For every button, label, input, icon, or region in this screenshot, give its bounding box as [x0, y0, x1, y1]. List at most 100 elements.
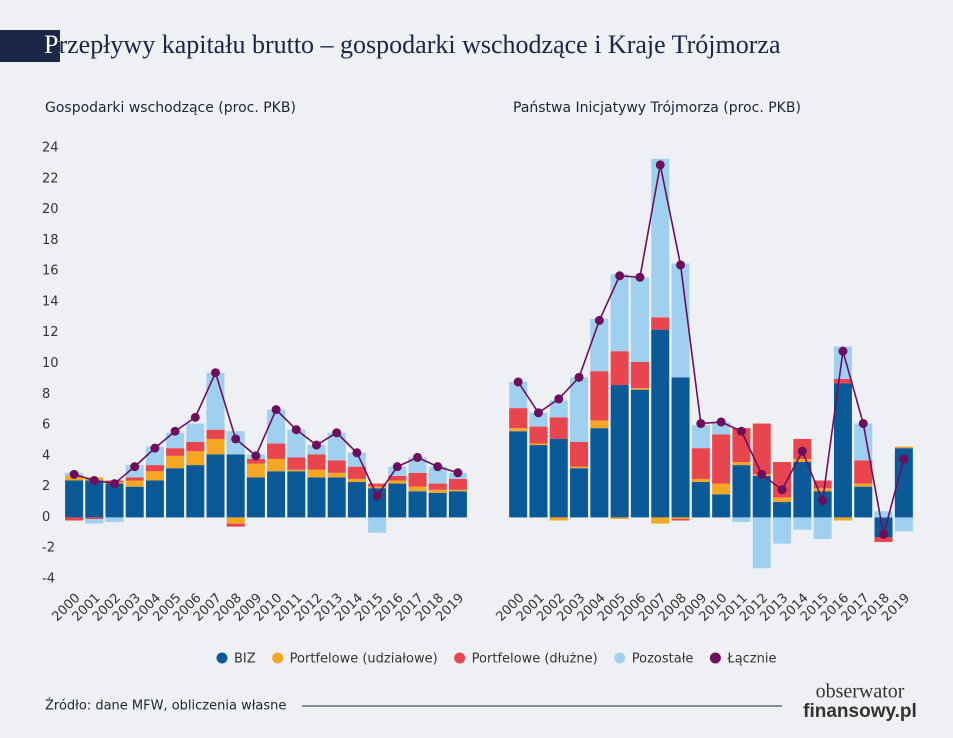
bar-segment — [145, 480, 164, 518]
y-tick-label: 6 — [42, 418, 50, 433]
bar-segment — [327, 460, 346, 473]
bar-segment — [327, 477, 346, 518]
source: Źródło: dane MFW, obliczenia własne — [45, 698, 286, 714]
bar-segment — [570, 466, 589, 469]
bar-segment — [166, 468, 185, 518]
bar-segment — [186, 451, 205, 466]
bar-segment — [854, 486, 873, 518]
legend-label: Portfelowe (dłużne) — [472, 652, 598, 667]
total-point — [676, 260, 686, 270]
bar-segment — [630, 388, 649, 390]
bar-segment — [833, 517, 852, 521]
bar-segment — [529, 443, 548, 446]
bar-segment — [671, 263, 690, 378]
total-point — [190, 412, 200, 422]
bar-segment — [287, 429, 306, 458]
bar-segment — [590, 371, 609, 421]
bar-segment — [368, 517, 387, 533]
legend-label: Pozostałe — [632, 652, 694, 667]
bar-segment — [610, 385, 629, 518]
bar-segment — [854, 460, 873, 484]
total-point — [574, 372, 584, 382]
legend-swatch — [272, 652, 284, 664]
total-point — [392, 462, 402, 472]
bar-segment — [408, 472, 427, 487]
bar-segment — [610, 351, 629, 386]
total-point — [453, 468, 463, 478]
bar-segment — [428, 466, 447, 484]
bar-segment — [691, 478, 710, 483]
bar-segment — [671, 518, 690, 521]
bar-segment — [732, 428, 751, 463]
y-tick-label: 0 — [42, 510, 50, 525]
bar-segment — [408, 457, 427, 473]
bar-segment — [388, 483, 407, 518]
bar-segment — [105, 517, 124, 523]
page-title: Przepływy kapitału brutto – gospodarki w… — [44, 30, 781, 59]
bar-segment — [428, 489, 447, 493]
bar-segment — [529, 412, 548, 427]
total-point — [818, 495, 828, 505]
bar-segment — [267, 409, 286, 444]
bar-segment — [368, 488, 387, 518]
total-point — [533, 408, 543, 418]
bar-segment — [549, 438, 568, 518]
total-point — [797, 446, 807, 456]
bar-segment — [368, 483, 387, 487]
bar-segment — [307, 469, 326, 478]
total-line — [73, 370, 459, 498]
bar-segment — [206, 429, 225, 439]
bar-segment — [773, 497, 792, 503]
logo: obserwator — [816, 681, 905, 703]
y-tick-label: 22 — [42, 171, 59, 186]
bar-segment — [246, 458, 265, 464]
bar-segment — [630, 277, 649, 362]
bar-segment — [833, 378, 852, 384]
bar-segment — [105, 483, 124, 518]
bar-segment — [752, 517, 771, 569]
total-point — [332, 428, 342, 438]
bar-segment — [186, 442, 205, 452]
bar-segment — [610, 517, 629, 519]
total-point — [736, 426, 746, 436]
total-point — [513, 377, 523, 387]
legend-label: Portfelowe (udziałowe) — [290, 652, 438, 667]
total-point — [110, 479, 119, 489]
bar-segment — [691, 448, 710, 479]
bar-segment — [85, 480, 104, 518]
bar-segment — [813, 517, 832, 539]
y-tick-label: 16 — [42, 264, 59, 279]
bar-segment — [186, 465, 205, 518]
legend-swatch — [216, 652, 228, 664]
bar-segment — [125, 486, 144, 518]
y-tick-label: 24 — [42, 141, 59, 156]
total-point — [89, 475, 99, 485]
total-point — [433, 462, 443, 472]
bar-segment — [549, 400, 568, 418]
total-point — [372, 491, 382, 501]
bar-segment — [327, 432, 346, 461]
total-point — [838, 346, 848, 356]
bar-segment — [408, 486, 427, 492]
bar-segment — [327, 472, 346, 478]
bar-segment — [287, 471, 306, 518]
bar-segment — [691, 425, 710, 449]
bar-segment — [854, 483, 873, 487]
bar-segment — [671, 517, 690, 519]
total-point — [594, 315, 604, 325]
bar-segment — [267, 458, 286, 472]
y-tick-label: 18 — [42, 233, 59, 248]
bar-segment — [125, 477, 144, 481]
total-point — [615, 271, 625, 281]
legend-swatch — [454, 652, 466, 664]
bar-segment — [347, 478, 366, 483]
total-point — [150, 443, 160, 453]
bar-segment — [206, 372, 225, 430]
bar-segment — [125, 465, 144, 478]
bar-segment — [347, 482, 366, 518]
bar-segment — [793, 462, 812, 518]
bar-segment — [509, 428, 528, 432]
bar-segment — [752, 423, 771, 475]
bar-segment — [226, 517, 245, 524]
bar-segment — [773, 517, 792, 544]
